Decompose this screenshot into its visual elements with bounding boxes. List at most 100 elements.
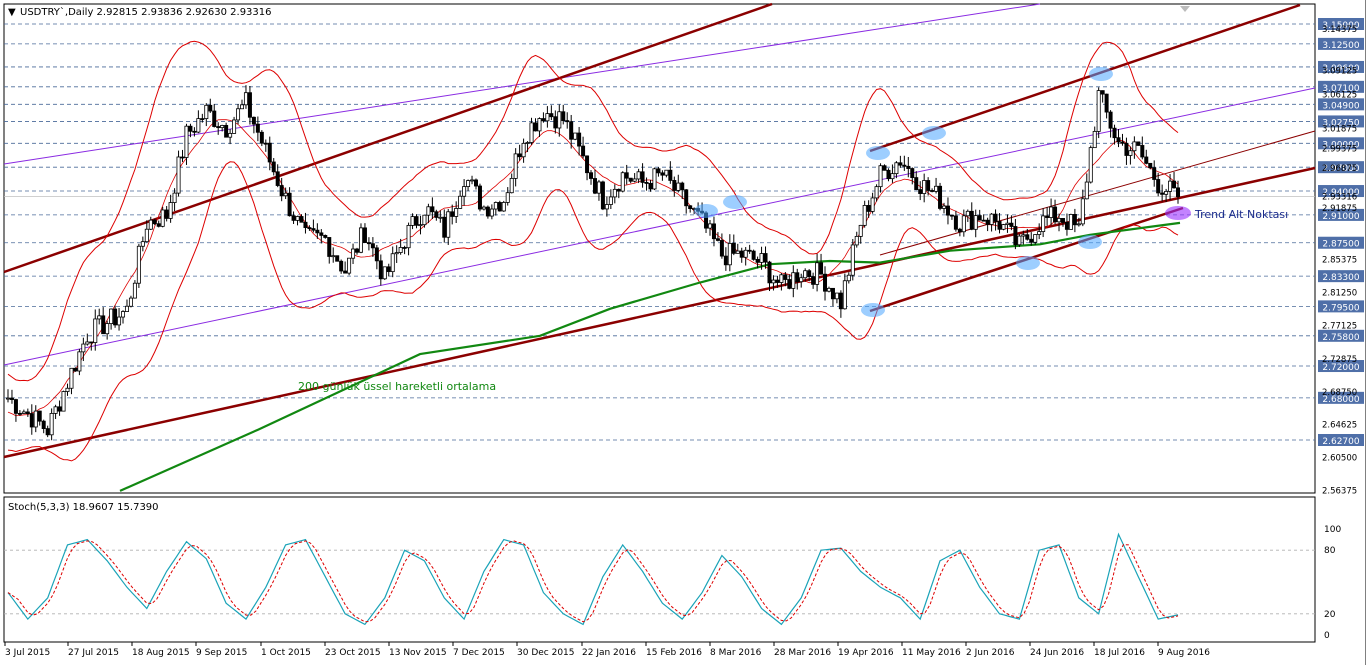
candle-body xyxy=(220,125,225,129)
candle-body xyxy=(934,185,939,192)
candle-body xyxy=(101,315,106,335)
candle-body xyxy=(1001,224,1006,230)
date-tick-label: 11 May 2016 xyxy=(902,648,961,658)
candle-body xyxy=(751,250,756,260)
candle-body xyxy=(485,206,490,217)
candle-body xyxy=(949,214,954,217)
candle-body xyxy=(898,162,903,166)
candle-body xyxy=(77,351,82,372)
lower-main-channel-line xyxy=(3,166,1316,459)
candle-body xyxy=(997,221,1002,230)
candle-body xyxy=(148,219,153,230)
candle-body xyxy=(1013,226,1018,246)
swing-highlights xyxy=(694,67,1191,317)
candle-body xyxy=(212,110,217,127)
price-level-label: 3.09600 xyxy=(1322,64,1359,74)
candle-body xyxy=(830,287,835,300)
candle-body xyxy=(878,165,883,188)
candle-body xyxy=(1160,192,1165,195)
candle-body xyxy=(232,119,237,134)
mid-short-channel-line xyxy=(879,130,1316,256)
candle-body xyxy=(1005,222,1010,225)
candle-body xyxy=(17,412,22,415)
candle-body xyxy=(1100,90,1105,95)
candle-body xyxy=(41,420,46,430)
swing-high-highlight xyxy=(866,146,890,160)
candle-body xyxy=(121,311,126,318)
date-axis: 3 Jul 2015 27 Jul 2015 18 Aug 2015 9 Sep 20… xyxy=(4,642,1210,658)
candle-body xyxy=(327,237,332,257)
stochastic-k-line xyxy=(7,532,1179,626)
candle-body xyxy=(596,181,601,194)
candle-body xyxy=(557,111,562,129)
price-level-label: 2.97000 xyxy=(1322,164,1359,174)
candle-body xyxy=(585,155,590,174)
candle-body xyxy=(918,189,923,194)
date-tick-label: 9 Aug 2016 xyxy=(1158,648,1210,658)
candle-body xyxy=(473,179,478,187)
candle-body xyxy=(783,274,788,280)
date-tick-label: 7 Dec 2015 xyxy=(453,648,505,658)
candle-body xyxy=(497,202,502,212)
price-level-box xyxy=(1318,391,1364,404)
stochastic-axis: 100 80 20 0 xyxy=(1324,525,1341,641)
candle-body xyxy=(398,247,403,253)
candle-body xyxy=(144,228,149,243)
stochastic-axis-tick: 20 xyxy=(1324,610,1336,620)
candle-body xyxy=(755,258,760,263)
upper-short-channel-line xyxy=(869,3,1301,153)
candle-body xyxy=(529,122,534,143)
candle-body xyxy=(132,282,137,299)
candle-body xyxy=(648,182,653,190)
candle-body xyxy=(390,253,395,273)
candle-body xyxy=(537,118,542,132)
swing-high-highlight xyxy=(922,126,946,140)
candle-body xyxy=(680,182,685,191)
candle-body xyxy=(811,276,816,285)
price-level-label: 2.68000 xyxy=(1322,395,1359,405)
candle-body xyxy=(945,205,950,216)
candle-body xyxy=(25,411,30,414)
candle-body xyxy=(823,273,828,292)
price-axis-tick: 2.56375 xyxy=(1322,486,1357,496)
stochastic-panel-frame xyxy=(3,496,1316,643)
candle-body xyxy=(1053,206,1058,223)
candle-body xyxy=(628,177,633,182)
price-level-box xyxy=(1318,360,1364,373)
price-level-box xyxy=(1318,270,1364,283)
candle-body xyxy=(890,173,895,180)
candle-body xyxy=(589,172,594,179)
date-tick-label: 24 Jun 2016 xyxy=(1030,648,1084,658)
candle-body xyxy=(1172,180,1177,189)
candle-body xyxy=(965,210,970,217)
price-level-label: 3.02750 xyxy=(1322,118,1359,128)
price-level-box xyxy=(1318,37,1364,50)
trend-low-annotation: Trend Alt Noktası xyxy=(1194,208,1288,221)
candle-body xyxy=(382,266,387,280)
candle-body xyxy=(489,208,494,217)
candle-body xyxy=(216,126,221,129)
candle-body xyxy=(307,227,312,229)
swing-low-highlight xyxy=(1078,235,1102,249)
candle-body xyxy=(255,123,260,133)
chart-title-arrow: ▼ xyxy=(8,7,16,18)
candle-body xyxy=(938,185,943,209)
candle-body xyxy=(323,235,328,238)
bollinger-bands xyxy=(7,40,1179,462)
candle-body xyxy=(676,182,681,191)
candle-body xyxy=(291,215,296,221)
candle-body xyxy=(283,192,288,197)
candle-body xyxy=(501,202,506,212)
candle-body xyxy=(719,240,724,257)
trend-lines xyxy=(3,2,1316,459)
candle-body xyxy=(1132,141,1137,152)
candle-body xyxy=(541,118,546,122)
candle-body xyxy=(21,411,26,414)
price-axis-tick: 3.14375 xyxy=(1322,25,1357,35)
candle-body xyxy=(914,177,919,190)
bollinger-middle xyxy=(7,119,1179,417)
candle-body xyxy=(573,132,578,140)
candle-body xyxy=(902,164,907,167)
candle-body xyxy=(343,270,348,274)
